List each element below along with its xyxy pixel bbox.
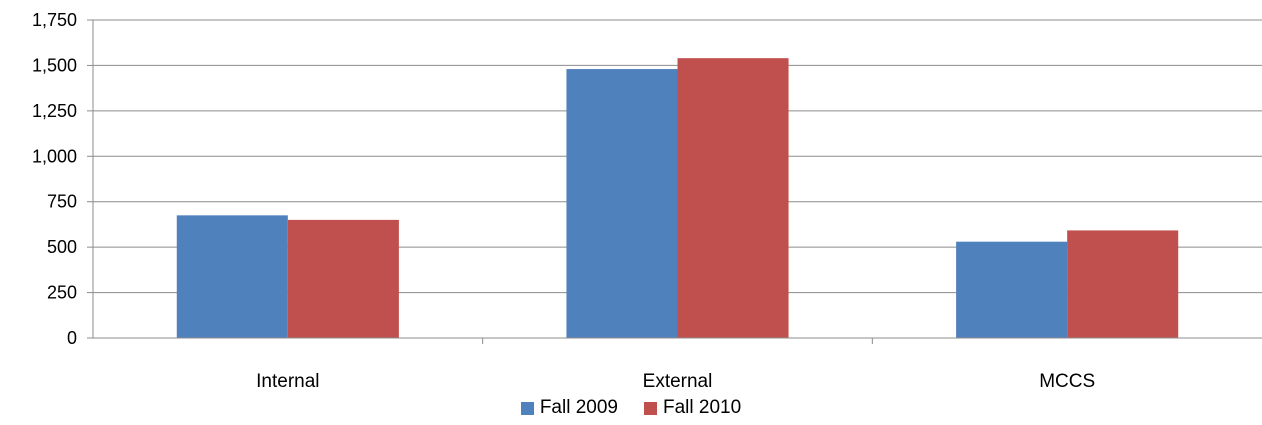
bar-mccs-series-1 [956, 241, 1068, 338]
legend-item-series-2: Fall 2010 [644, 397, 741, 419]
y-tick-labels: 0 250 500 750 1,000 1,250 1,500 1,750 [32, 10, 77, 348]
legend-label-series-1: Fall 2009 [539, 397, 618, 418]
x-tick-labels: Internal External MCCS [256, 371, 1095, 392]
legend-label-series-2: Fall 2010 [663, 397, 742, 418]
axes [87, 19, 1262, 344]
legend: Fall 2009 Fall 2010 [0, 397, 1262, 419]
bar-mccs-series-2 [1067, 230, 1179, 338]
y-tick-label: 1,250 [32, 101, 77, 121]
bar-internal-series-2 [287, 219, 399, 338]
bar-internal-series-1 [176, 215, 288, 338]
bar-external-series-2 [677, 58, 789, 338]
y-tick-label: 1,750 [32, 10, 77, 30]
y-tick-label: 250 [47, 283, 77, 303]
bars [176, 58, 1179, 338]
y-tick-label: 750 [47, 192, 77, 212]
y-tick-label: 1,000 [32, 146, 77, 166]
x-tick-label: External [643, 371, 713, 392]
legend-swatch-series-2 [644, 401, 657, 415]
bar-chart: 0 250 500 750 1,000 1,250 1,500 1,750 Internal E… [32, 10, 1262, 392]
bar-external-series-1 [566, 69, 678, 338]
x-tick-label: Internal [256, 371, 319, 392]
legend-item-series-1: Fall 2009 [520, 397, 618, 419]
y-tick-label: 0 [67, 328, 77, 348]
y-tick-label: 500 [47, 237, 77, 257]
legend-swatch-series-1 [520, 401, 534, 415]
x-tick-label: MCCS [1039, 371, 1095, 392]
y-tick-label: 1,500 [32, 55, 77, 75]
